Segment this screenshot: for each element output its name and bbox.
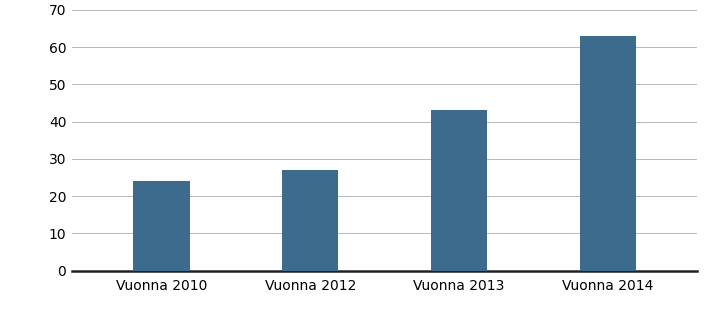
Bar <box>133 181 190 271</box>
Bar <box>282 170 339 271</box>
Bar <box>580 36 636 271</box>
Bar <box>431 111 487 271</box>
